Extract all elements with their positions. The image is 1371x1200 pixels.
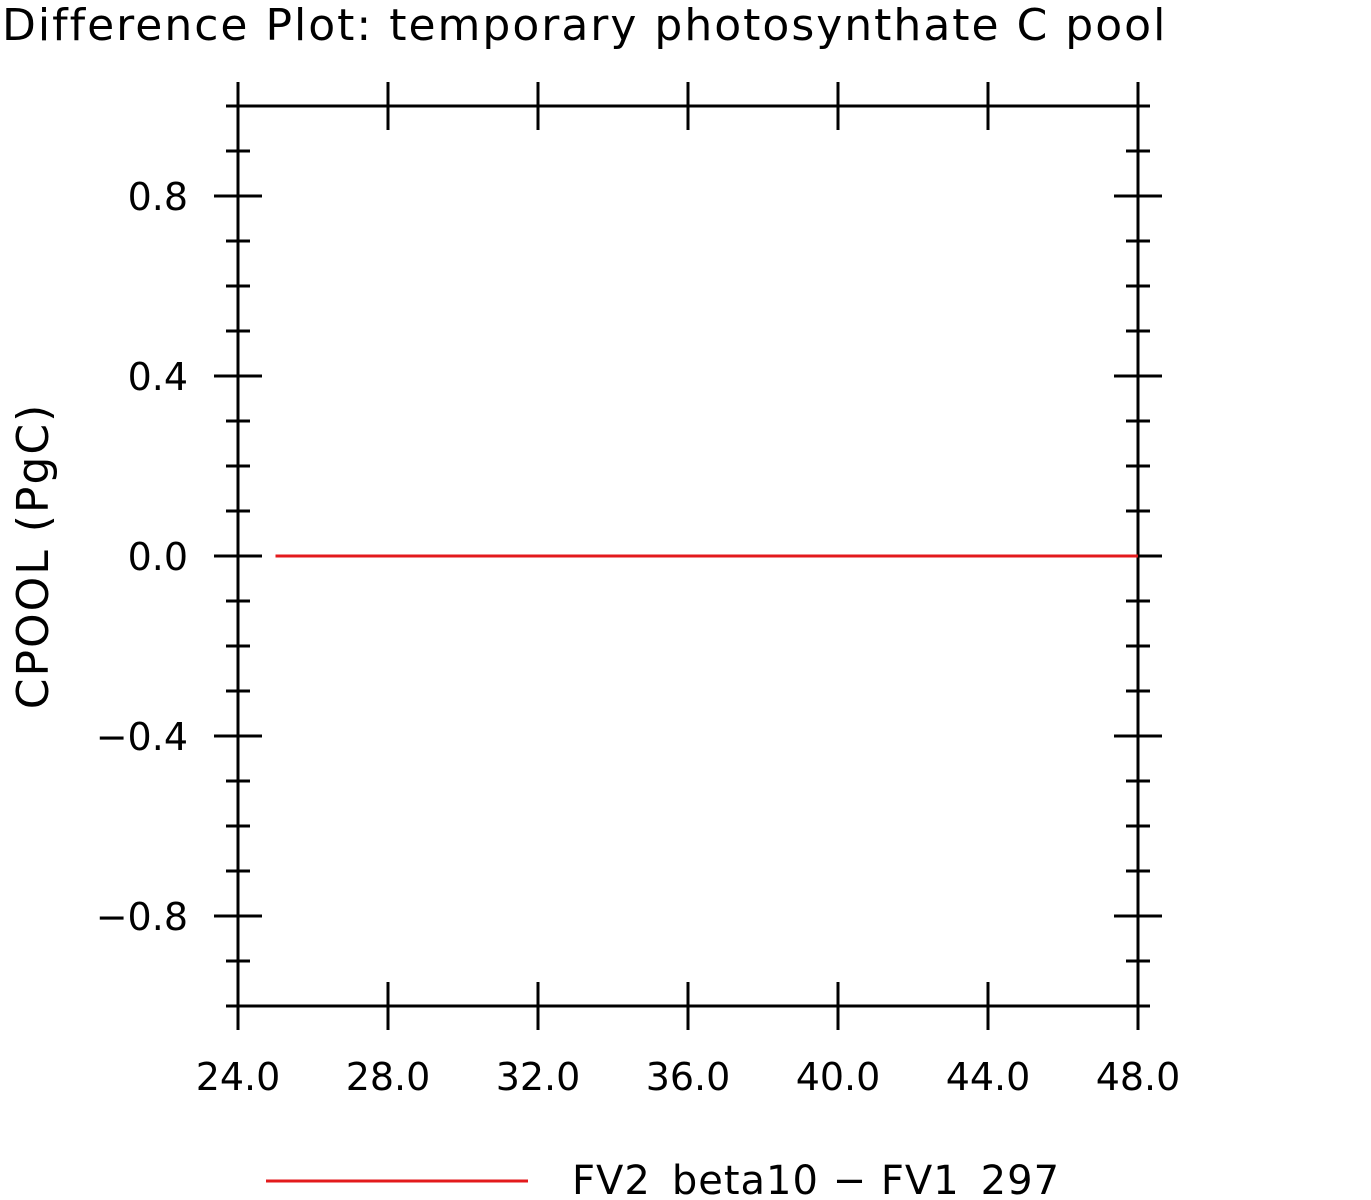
- tick-labels: 24.0 28.0 32.0 36.0 40.0 44.0 48.0 −0.8 −0.4 0.0 0…: [96, 175, 1181, 1099]
- y-tick-label: 0.8: [128, 175, 188, 219]
- x-tick-label: 44.0: [946, 1055, 1031, 1099]
- axis-ticks: [214, 82, 1162, 1030]
- x-tick-label: 28.0: [346, 1055, 431, 1099]
- y-axis-title: CPOOL (PgC): [8, 403, 59, 710]
- legend-label-0: FV2_beta10 − FV1_297: [572, 1158, 1060, 1200]
- x-tick-label: 36.0: [646, 1055, 731, 1099]
- x-tick-label: 40.0: [796, 1055, 881, 1099]
- y-tick-label: −0.4: [96, 715, 188, 759]
- x-tick-label: 48.0: [1096, 1055, 1181, 1099]
- chart-title: Difference Plot: temporary photosynthate…: [2, 0, 1167, 51]
- y-tick-label: 0.4: [128, 355, 188, 399]
- x-tick-label: 32.0: [496, 1055, 581, 1099]
- y-tick-label: 0.0: [128, 535, 188, 579]
- x-tick-label: 24.0: [196, 1055, 281, 1099]
- legend: FV2_beta10 − FV1_297: [266, 1158, 1060, 1200]
- y-tick-label: −0.8: [96, 895, 188, 939]
